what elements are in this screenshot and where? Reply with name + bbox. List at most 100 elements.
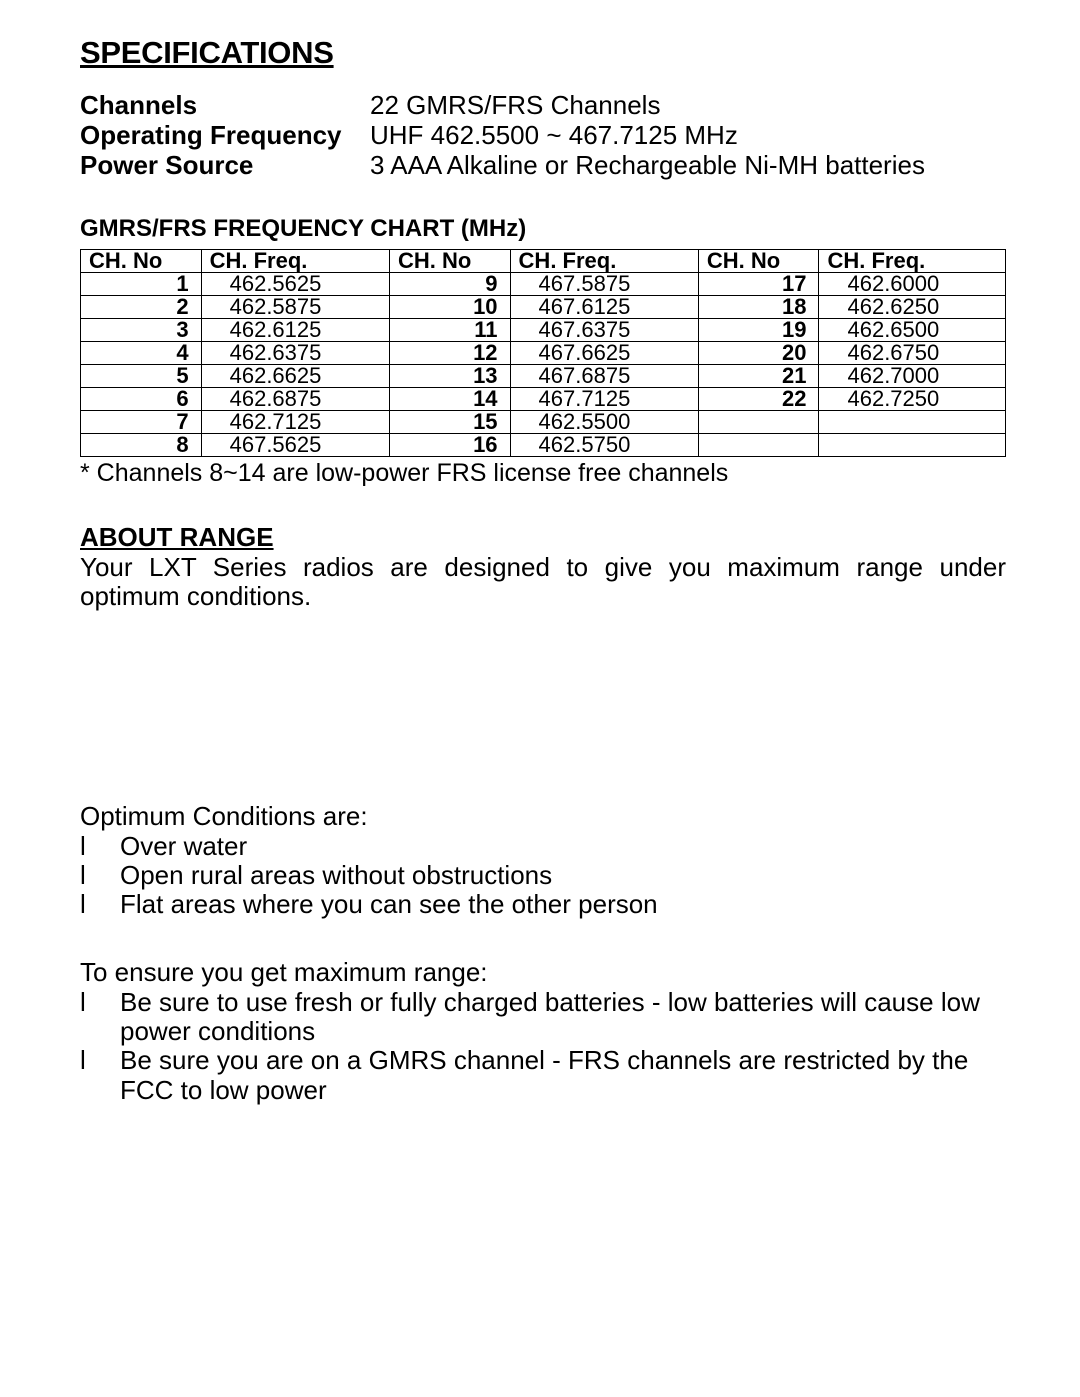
cell-ch-freq: [819, 410, 1006, 433]
page: SPECIFICATIONS Channels 22 GMRS/FRS Chan…: [0, 0, 1080, 1397]
cell-ch-no: 1: [81, 272, 202, 295]
cell-ch-no: [698, 410, 819, 433]
cell-ch-freq: 467.6875: [510, 364, 698, 387]
frequency-table: CH. No CH. Freq. CH. No CH. Freq. CH. No…: [80, 249, 1006, 457]
cell-ch-freq: 462.6250: [819, 295, 1006, 318]
col-header: CH. Freq.: [201, 249, 389, 272]
spec-value: 3 AAA Alkaline or Rechargeable Ni-MH bat…: [370, 151, 925, 181]
table-row: 3462.612511467.637519462.6500: [81, 318, 1006, 341]
cell-ch-freq: 462.7000: [819, 364, 1006, 387]
heading-about-range: ABOUT RANGE: [80, 522, 1006, 553]
cell-ch-no: 10: [389, 295, 510, 318]
spacer: [80, 919, 1006, 947]
cell-ch-freq: 462.5500: [510, 410, 698, 433]
cell-ch-freq: 467.5875: [510, 272, 698, 295]
cell-ch-freq: 462.6125: [201, 318, 389, 341]
cell-ch-no: 15: [389, 410, 510, 433]
list-item: lBe sure to use fresh or fully charged b…: [80, 988, 1006, 1046]
col-header: CH. No: [81, 249, 202, 272]
table-footnote: * Channels 8~14 are low-power FRS licens…: [80, 459, 1006, 488]
cell-ch-no: 16: [389, 433, 510, 456]
cell-ch-no: 3: [81, 318, 202, 341]
table-row: 7462.712515462.5500: [81, 410, 1006, 433]
table-row: 1462.56259467.587517462.6000: [81, 272, 1006, 295]
list-item: lOver water: [80, 832, 1006, 861]
cell-ch-no: 12: [389, 341, 510, 364]
spec-value: UHF 462.5500 ~ 467.7125 MHz: [370, 121, 738, 151]
bullet-marker: l: [80, 861, 120, 890]
spec-row-channels: Channels 22 GMRS/FRS Channels: [80, 91, 1006, 121]
cell-ch-freq: [819, 433, 1006, 456]
ensure-max-list: lBe sure to use fresh or fully charged b…: [80, 988, 1006, 1104]
bullet-marker: l: [80, 1046, 120, 1104]
cell-ch-no: 5: [81, 364, 202, 387]
spec-value: 22 GMRS/FRS Channels: [370, 91, 660, 121]
list-item-text: Flat areas where you can see the other p…: [120, 890, 1006, 919]
list-item-text: Be sure to use fresh or fully charged ba…: [120, 988, 1006, 1046]
table-row: 8467.562516462.5750: [81, 433, 1006, 456]
col-header: CH. No: [698, 249, 819, 272]
spec-label: Channels: [80, 91, 370, 121]
cell-ch-no: 18: [698, 295, 819, 318]
table-row: 2462.587510467.612518462.6250: [81, 295, 1006, 318]
cell-ch-no: 7: [81, 410, 202, 433]
list-item-text: Be sure you are on a GMRS channel - FRS …: [120, 1046, 1006, 1104]
optimum-conditions-intro: Optimum Conditions are:: [80, 801, 1006, 832]
about-range-body: Your LXT Series radios are designed to g…: [80, 553, 1006, 611]
cell-ch-no: 21: [698, 364, 819, 387]
table-row: 5462.662513467.687521462.7000: [81, 364, 1006, 387]
cell-ch-freq: 462.5875: [201, 295, 389, 318]
spec-label: Operating Frequency: [80, 121, 370, 151]
list-item: lBe sure you are on a GMRS channel - FRS…: [80, 1046, 1006, 1104]
cell-ch-no: 9: [389, 272, 510, 295]
cell-ch-freq: 462.7125: [201, 410, 389, 433]
spec-row-power-source: Power Source 3 AAA Alkaline or Rechargea…: [80, 151, 1006, 181]
list-item: lOpen rural areas without obstructions: [80, 861, 1006, 890]
bullet-marker: l: [80, 988, 120, 1046]
col-header: CH. Freq.: [819, 249, 1006, 272]
col-header: CH. No: [389, 249, 510, 272]
spec-row-operating-frequency: Operating Frequency UHF 462.5500 ~ 467.7…: [80, 121, 1006, 151]
cell-ch-freq: 462.6875: [201, 387, 389, 410]
bullet-marker: l: [80, 832, 120, 861]
spacer: [80, 611, 1006, 791]
list-item-text: Open rural areas without obstructions: [120, 861, 1006, 890]
cell-ch-no: 20: [698, 341, 819, 364]
cell-ch-freq: 462.6375: [201, 341, 389, 364]
heading-specifications: SPECIFICATIONS: [80, 35, 1006, 71]
cell-ch-freq: 462.7250: [819, 387, 1006, 410]
spec-label: Power Source: [80, 151, 370, 181]
cell-ch-no: 8: [81, 433, 202, 456]
table-header-row: CH. No CH. Freq. CH. No CH. Freq. CH. No…: [81, 249, 1006, 272]
cell-ch-freq: 467.7125: [510, 387, 698, 410]
cell-ch-no: 13: [389, 364, 510, 387]
cell-ch-freq: 462.6500: [819, 318, 1006, 341]
col-header: CH. Freq.: [510, 249, 698, 272]
ensure-max-intro: To ensure you get maximum range:: [80, 957, 1006, 988]
cell-ch-no: 4: [81, 341, 202, 364]
table-row: 4462.637512467.662520462.6750: [81, 341, 1006, 364]
cell-ch-no: 2: [81, 295, 202, 318]
cell-ch-freq: 467.5625: [201, 433, 389, 456]
cell-ch-freq: 462.5750: [510, 433, 698, 456]
cell-ch-freq: 467.6125: [510, 295, 698, 318]
cell-ch-freq: 467.6375: [510, 318, 698, 341]
cell-ch-freq: 462.6000: [819, 272, 1006, 295]
optimum-conditions-list: lOver waterlOpen rural areas without obs…: [80, 832, 1006, 919]
cell-ch-freq: 462.5625: [201, 272, 389, 295]
table-row: 6462.687514467.712522462.7250: [81, 387, 1006, 410]
list-item: lFlat areas where you can see the other …: [80, 890, 1006, 919]
heading-frequency-chart: GMRS/FRS FREQUENCY CHART (MHz): [80, 215, 1006, 243]
cell-ch-freq: 462.6625: [201, 364, 389, 387]
list-item-text: Over water: [120, 832, 1006, 861]
cell-ch-no: [698, 433, 819, 456]
cell-ch-no: 11: [389, 318, 510, 341]
cell-ch-no: 14: [389, 387, 510, 410]
cell-ch-no: 6: [81, 387, 202, 410]
cell-ch-no: 19: [698, 318, 819, 341]
cell-ch-freq: 467.6625: [510, 341, 698, 364]
cell-ch-freq: 462.6750: [819, 341, 1006, 364]
cell-ch-no: 22: [698, 387, 819, 410]
bullet-marker: l: [80, 890, 120, 919]
cell-ch-no: 17: [698, 272, 819, 295]
